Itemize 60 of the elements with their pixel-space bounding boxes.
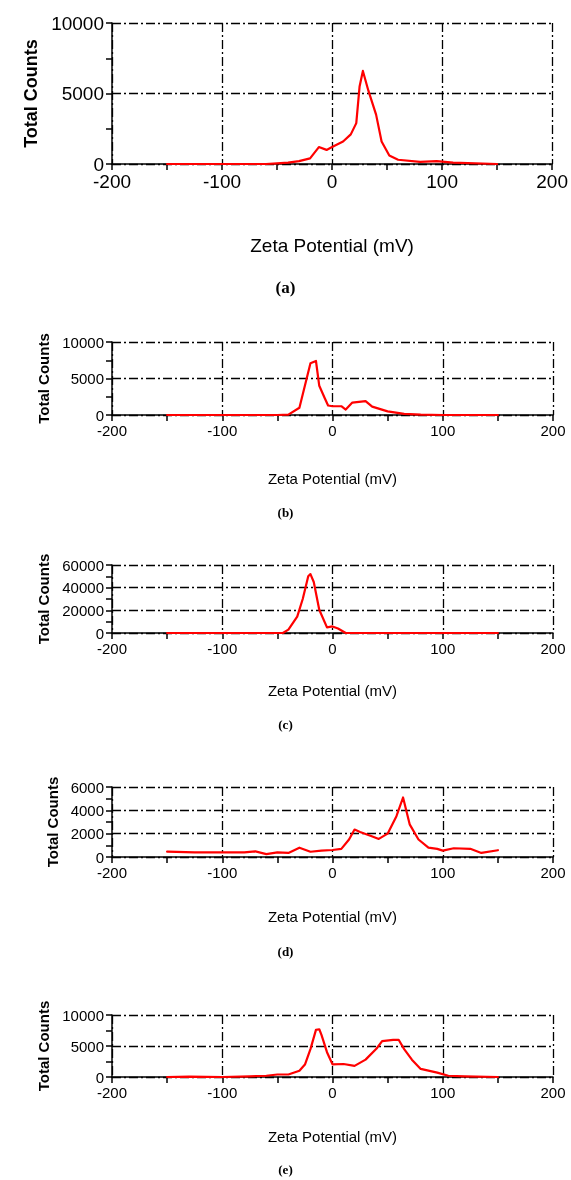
line-series [166, 796, 499, 856]
x-tick-label: 100 [430, 864, 456, 881]
x-tick-label: 200 [536, 171, 568, 192]
line-series [166, 359, 499, 417]
y-tick-label: 5000 [61, 83, 104, 104]
line-series [166, 1028, 499, 1079]
x-tick-label: 100 [430, 1084, 456, 1101]
y-tick-label: 10000 [62, 333, 104, 351]
x-axis-title: Zeta Potential (mV) [250, 235, 414, 256]
y-tick-label: 5000 [70, 370, 104, 387]
y-axis-title: Total Counts [35, 553, 53, 645]
y-tick-label: 6000 [70, 778, 104, 796]
x-tick-label: -200 [96, 1084, 128, 1101]
x-tick-label: 0 [326, 171, 338, 192]
x-tick-label: 100 [430, 640, 456, 657]
x-tick-label: -200 [96, 864, 128, 881]
x-tick-label: 100 [426, 171, 458, 192]
y-tick-label: 10000 [51, 12, 104, 34]
y-tick-label: 0 [95, 1068, 104, 1086]
y-tick-label: 60000 [62, 556, 104, 574]
x-tick-label: 0 [328, 640, 337, 657]
x-tick-label: 0 [328, 1084, 337, 1101]
text: (d) [277, 944, 294, 959]
x-tick-label: -100 [207, 422, 238, 439]
text: (a) [275, 278, 296, 297]
x-tick-label: 200 [540, 422, 566, 439]
text: (b) [277, 505, 294, 520]
text: (c) [278, 717, 293, 732]
y-tick-label: 0 [95, 406, 104, 424]
x-tick-label: -100 [207, 640, 238, 657]
x-axis-title: Zeta Potential (mV) [267, 1128, 398, 1145]
y-tick-label: 5000 [70, 1037, 104, 1055]
y-tick-label: 0 [95, 848, 104, 866]
x-tick-label: 0 [328, 864, 337, 881]
line-series [166, 572, 499, 635]
x-axis-title: Zeta Potential (mV) [267, 682, 398, 699]
x-axis-title: Zeta Potential (mV) [267, 908, 398, 925]
x-tick-label: -200 [96, 640, 128, 657]
x-tick-label: -200 [96, 422, 128, 439]
y-axis-title: Total Counts [43, 776, 61, 868]
y-tick-label: 0 [95, 624, 104, 642]
x-tick-label: 100 [430, 422, 456, 439]
y-axis-title: Total Counts [21, 39, 42, 148]
text: (e) [278, 1162, 293, 1177]
x-axis-title: Zeta Potential (mV) [267, 470, 398, 487]
x-tick-label: 0 [328, 422, 337, 439]
x-tick-label: 200 [540, 864, 566, 881]
x-tick-label: -100 [203, 171, 242, 192]
y-tick-label: 40000 [62, 579, 104, 597]
y-tick-label: 10000 [62, 1006, 104, 1024]
x-tick-label: 200 [540, 640, 566, 657]
y-tick-label: 20000 [62, 601, 104, 619]
y-axis-title: Total Counts [35, 1000, 53, 1092]
y-tick-label: 4000 [70, 801, 104, 819]
y-axis-title: Total Counts [35, 333, 53, 424]
y-tick-label: 2000 [70, 825, 104, 843]
x-tick-label: -100 [207, 864, 238, 881]
x-tick-label: 200 [540, 1084, 566, 1101]
x-tick-label: -100 [207, 1084, 238, 1101]
line-series [165, 69, 499, 166]
